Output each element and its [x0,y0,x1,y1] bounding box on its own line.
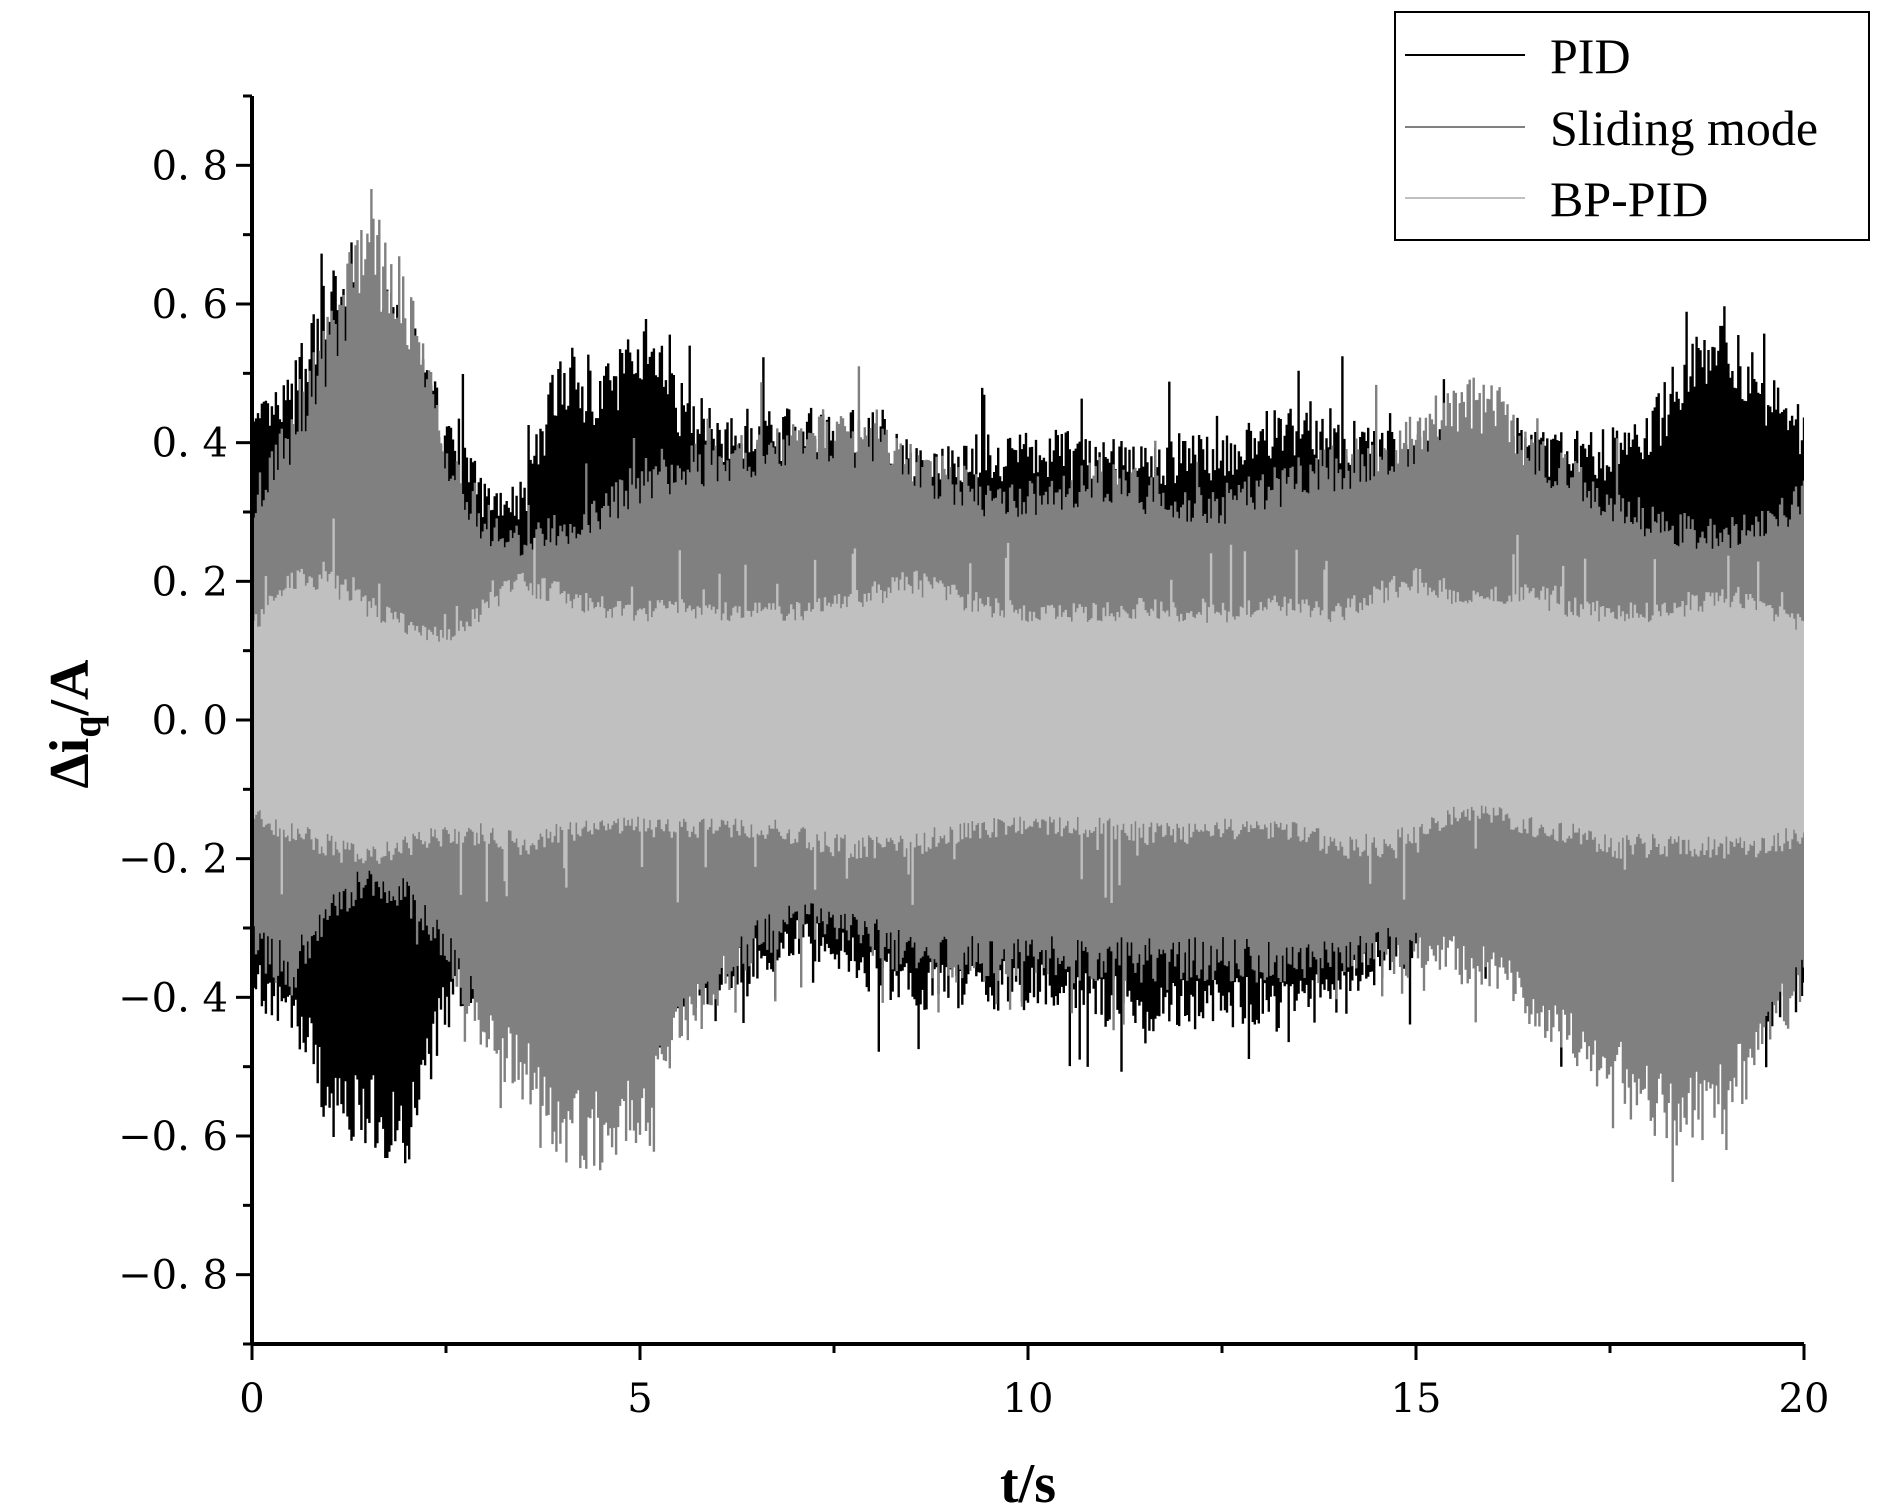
series-bp-pid [252,518,1804,905]
legend-label-bp-pid: BP-PID [1550,171,1708,227]
y-axis-title-subscript: q [64,716,109,738]
series-layer [252,189,1804,1182]
legend-item-bp-pid: BP-PID [1405,171,1708,227]
legend: PID Sliding mode BP-PID [1394,11,1870,241]
y-tick-label: −0. 2 [118,837,228,883]
axes: 0. 8 0. 6 0. 4 0. 2 0. 0 −0. 2 −0. 4 −0. 6 −0. 8… [118,94,1829,1422]
x-tick-label: 20 [1779,1376,1830,1422]
x-tick-label: 10 [1003,1376,1054,1422]
x-tick-label: 15 [1391,1376,1442,1422]
x-tick-label: 0 [239,1376,264,1422]
y-tick-label: 0. 4 [152,421,228,467]
legend-label-pid: PID [1550,28,1631,84]
y-tick-label: 0. 8 [152,143,228,189]
y-ticks: 0. 8 0. 6 0. 4 0. 2 0. 0 −0. 2 −0. 4 −0. 6 −0. 8 [118,94,252,1346]
y-tick-label: 0. 2 [152,559,228,605]
y-tick-label: 0. 0 [152,698,228,744]
x-axis-title: t/s [1000,1453,1056,1510]
y-tick-label: 0. 6 [152,282,228,328]
legend-label-sliding-mode: Sliding mode [1550,100,1818,156]
y-tick-label: −0. 6 [118,1114,228,1160]
x-ticks: 0 5 10 15 20 [239,1344,1829,1422]
legend-item-sliding-mode: Sliding mode [1405,100,1818,156]
y-axis-title: Δiq/A [39,659,109,788]
plot-area [252,189,1804,1182]
series-trace [252,518,1804,905]
y-axis-title-prefix: Δi [39,738,101,789]
legend-item-pid: PID [1405,28,1631,84]
y-axis-title-suffix: /A [39,659,101,717]
y-tick-label: −0. 4 [118,975,228,1021]
x-tick-label: 5 [627,1376,652,1422]
y-tick-label: −0. 8 [118,1253,228,1299]
